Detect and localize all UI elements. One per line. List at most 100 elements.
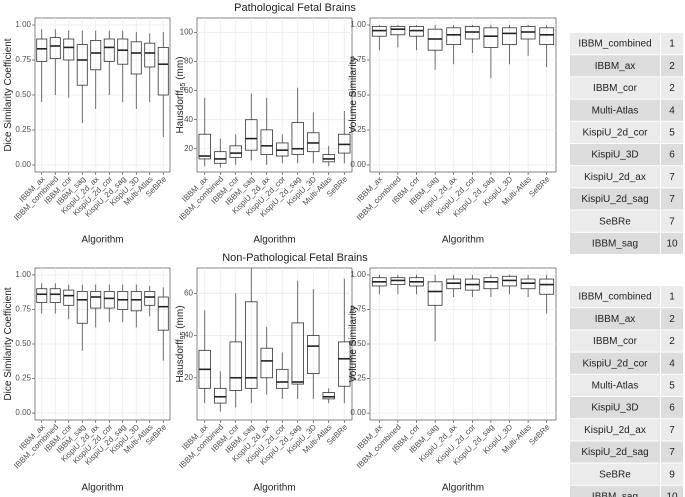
table-cell	[570, 397, 660, 419]
box	[483, 277, 499, 290]
table-name: IBBM_sag	[592, 239, 638, 250]
box	[144, 42, 156, 68]
table-rank: 6	[669, 403, 675, 414]
table-cell	[570, 352, 660, 374]
box	[276, 368, 289, 389]
table-cell	[570, 121, 660, 143]
table-cell	[661, 99, 683, 121]
table-rank: 7	[669, 447, 675, 458]
box	[76, 291, 88, 324]
table-rank: 10	[666, 239, 678, 250]
y-tick-label: 80	[184, 57, 193, 66]
box	[446, 27, 462, 45]
box	[390, 25, 406, 36]
x-axis-title: Algorithm	[253, 483, 295, 494]
box	[502, 27, 517, 45]
x-tick-label: SeBRe	[527, 422, 552, 447]
table-cell	[661, 374, 683, 396]
x-axis-title: Algorithm	[253, 235, 295, 246]
y-tick-label: 0.25	[15, 125, 31, 134]
box	[539, 278, 555, 295]
box	[103, 291, 115, 309]
table-cell	[570, 77, 660, 99]
y-tick-label: 1.00	[15, 20, 31, 29]
table-cell	[570, 188, 660, 210]
box	[103, 38, 115, 62]
table-rank: 2	[669, 61, 675, 72]
table-cell	[570, 308, 660, 330]
box	[322, 392, 335, 400]
table-name: KispiU_3D	[591, 403, 638, 414]
table-name: Multi-Atlas	[592, 105, 639, 116]
y-tick-label: 1.00	[350, 20, 366, 29]
box	[130, 41, 142, 75]
table-cell	[661, 166, 683, 188]
y-tick-label: 1.00	[350, 270, 366, 279]
table-cell	[661, 77, 683, 99]
table-name: IBBM_combined	[578, 292, 651, 303]
table-cell	[570, 463, 660, 485]
table-name: Multi-Atlas	[592, 381, 639, 392]
y-axis-title: Hausdorff95 (mm)	[175, 56, 187, 133]
y-tick-label: 0.50	[350, 90, 366, 99]
table-rank: 7	[669, 194, 675, 205]
table-cell	[570, 441, 660, 463]
table-cell	[661, 121, 683, 143]
table-name: IBBM_ax	[595, 314, 636, 325]
table-cell	[661, 330, 683, 352]
box	[63, 38, 75, 61]
table-rank: 5	[669, 128, 675, 139]
y-tick-label: 0.25	[350, 374, 366, 383]
box	[214, 387, 227, 404]
table-rank: 1	[669, 292, 675, 303]
table-cell	[570, 330, 660, 352]
table-name: IBBM_sag	[592, 492, 638, 497]
box	[198, 133, 211, 160]
box	[90, 40, 102, 71]
table-name: KispiU_2d_sag	[581, 194, 648, 205]
table-cell	[661, 210, 683, 232]
box	[157, 296, 169, 331]
box	[260, 347, 273, 379]
box	[338, 341, 351, 387]
y-axis-title-text: Volume Similarity	[348, 57, 359, 134]
table-cell	[661, 352, 683, 374]
y-tick-label: 0.75	[15, 55, 31, 64]
box	[76, 44, 88, 86]
y-axis-title-unit: (mm)	[175, 56, 186, 79]
box	[144, 291, 156, 306]
box	[157, 47, 169, 96]
box	[117, 38, 129, 65]
y-axis-title-text: Dice Similarity Coefficient	[3, 38, 14, 151]
box	[49, 37, 61, 59]
table-cell	[661, 485, 683, 497]
y-tick-label: 100	[180, 28, 194, 37]
y-tick-label: 0.00	[350, 160, 366, 169]
box	[36, 38, 48, 62]
table-rank: 7	[669, 172, 675, 183]
table-cell	[570, 55, 660, 77]
table-rank: 6	[669, 150, 675, 161]
y-tick-label: 0.50	[350, 339, 366, 348]
table-name: KispiU_3D	[591, 150, 638, 161]
table-rank: 4	[669, 105, 675, 116]
box	[229, 341, 242, 391]
box	[49, 288, 61, 303]
y-tick-label: 0.75	[350, 305, 366, 314]
y-tick-label: 20	[184, 144, 193, 153]
y-axis-title: Hausdorff95 (mm)	[175, 305, 187, 382]
table-rank: 2	[669, 336, 675, 347]
box	[245, 119, 258, 151]
y-tick-label: 0.00	[350, 408, 366, 417]
y-tick-label: 40	[184, 115, 193, 124]
table-name: KispiU_2d_sag	[581, 447, 648, 458]
y-tick-label: 0.25	[15, 374, 31, 383]
y-axis-title-unit: (mm)	[175, 305, 186, 328]
table-name: IBBM_cor	[593, 336, 638, 347]
table-cell	[661, 441, 683, 463]
table-cell	[661, 419, 683, 441]
y-tick-label: 0.00	[15, 160, 31, 169]
box	[36, 288, 48, 303]
y-axis-title: Volume Similarity	[348, 57, 359, 134]
